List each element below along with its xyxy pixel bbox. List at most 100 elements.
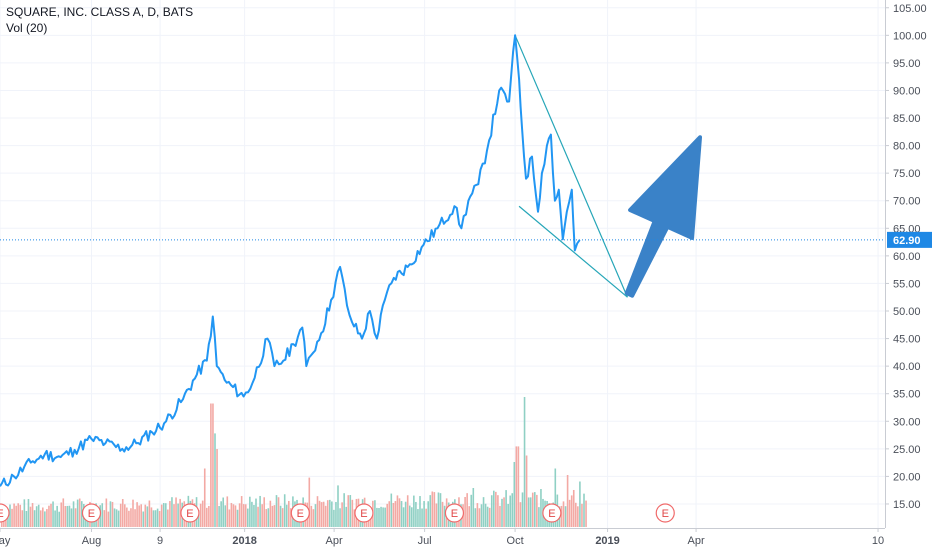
volume-bar: [46, 509, 48, 527]
volume-bar: [218, 506, 220, 527]
volume-bar: [503, 497, 505, 527]
volume-bar: [281, 508, 284, 527]
volume-bar: [15, 505, 17, 527]
price-tick-label: 90.00: [893, 85, 921, 97]
earnings-marker: [290, 503, 310, 523]
volume-bar: [499, 505, 501, 527]
volume-bar: [581, 503, 583, 527]
volume-bar: [226, 496, 229, 527]
volume-bar: [566, 475, 569, 527]
volume-bar: [351, 499, 354, 527]
volume-bar: [318, 500, 321, 527]
price-line: [0, 34, 581, 487]
volume-bar: [247, 508, 249, 527]
volume-bar: [242, 504, 245, 527]
price-tick-label: 35.00: [893, 389, 921, 401]
volume-bar: [76, 499, 79, 527]
volume-bar: [212, 403, 214, 527]
volume-bar: [515, 446, 518, 527]
volume-bar: [478, 508, 481, 527]
volume-bar: [101, 503, 104, 527]
volume-bar: [230, 502, 233, 527]
volume-bar: [490, 495, 493, 527]
volume-bar: [148, 500, 151, 527]
volume-bar: [285, 504, 288, 527]
volume-bar: [402, 507, 405, 527]
volume-bar: [501, 498, 503, 527]
volume-bar: [240, 496, 243, 527]
volume-bar: [484, 503, 487, 527]
volume-bar: [329, 499, 331, 527]
volume-bar: [156, 508, 159, 527]
volume-bar: [536, 494, 538, 527]
volume-bar: [119, 503, 122, 527]
volume-bar: [472, 488, 475, 527]
price-tick-label: 105.00: [893, 3, 927, 15]
earnings-marker-label: E: [297, 508, 304, 520]
volume-bar: [349, 495, 352, 527]
volume-bar: [525, 455, 528, 527]
volume-bar: [290, 508, 292, 527]
volume-bar: [25, 510, 28, 527]
volume-bar: [130, 508, 132, 527]
volume-bar: [333, 509, 335, 527]
price-tick-label: 15.00: [893, 499, 921, 511]
volume-bar: [415, 501, 417, 527]
earnings-marker-label: E: [360, 508, 367, 520]
volume-bar: [466, 493, 468, 527]
volume-bar: [68, 505, 71, 527]
volume-bar: [519, 502, 522, 527]
volume-bar: [577, 506, 579, 527]
volume-bar: [154, 510, 157, 527]
volume-bar: [470, 494, 473, 527]
trendline: [518, 205, 628, 298]
volume-bar: [216, 449, 218, 527]
volume-bar: [160, 504, 163, 527]
volume-bar: [144, 504, 147, 527]
volume-bar: [132, 499, 134, 527]
volume-bar: [505, 490, 507, 527]
volume-bar: [54, 510, 56, 527]
volume-bar: [140, 504, 142, 527]
volume-bar: [493, 490, 495, 527]
volume-bar: [128, 510, 130, 527]
volume-bar: [13, 503, 15, 527]
volume-bar: [105, 498, 108, 527]
time-tick-label: Oct: [507, 535, 524, 547]
volume-bar: [249, 496, 251, 527]
volume-bar: [146, 506, 149, 527]
volume-bar: [521, 492, 524, 527]
volume-bar: [540, 489, 542, 527]
volume-bar: [232, 504, 235, 527]
volume-bar: [177, 503, 179, 527]
volume-bar: [11, 508, 13, 527]
volume-bar: [497, 495, 499, 527]
volume-bar: [538, 507, 540, 527]
volume-bar: [419, 496, 421, 527]
volume-bar: [568, 499, 571, 527]
volume-bar: [404, 501, 407, 527]
volume-bar: [236, 509, 239, 527]
volume-bar: [560, 505, 563, 527]
earnings-marker-label: E: [662, 508, 669, 520]
volume-bar: [80, 501, 83, 527]
volume-bar: [72, 501, 75, 527]
volume-bar: [386, 503, 388, 527]
volume-bar: [208, 505, 210, 527]
volume-bar: [136, 502, 138, 527]
volume-bar: [388, 501, 391, 527]
volume-bar: [142, 511, 145, 527]
volume-bar: [23, 499, 26, 527]
volume-bar: [167, 509, 169, 527]
volume-bar: [523, 397, 526, 527]
volume-bar: [62, 498, 65, 527]
volume-bar: [206, 507, 208, 527]
volume-bar: [427, 501, 429, 527]
volume-bar: [279, 505, 282, 527]
volume-bar: [224, 505, 227, 527]
volume-bar: [275, 495, 278, 527]
volume-bar: [126, 507, 128, 527]
time-tick-label: 9: [157, 535, 163, 547]
